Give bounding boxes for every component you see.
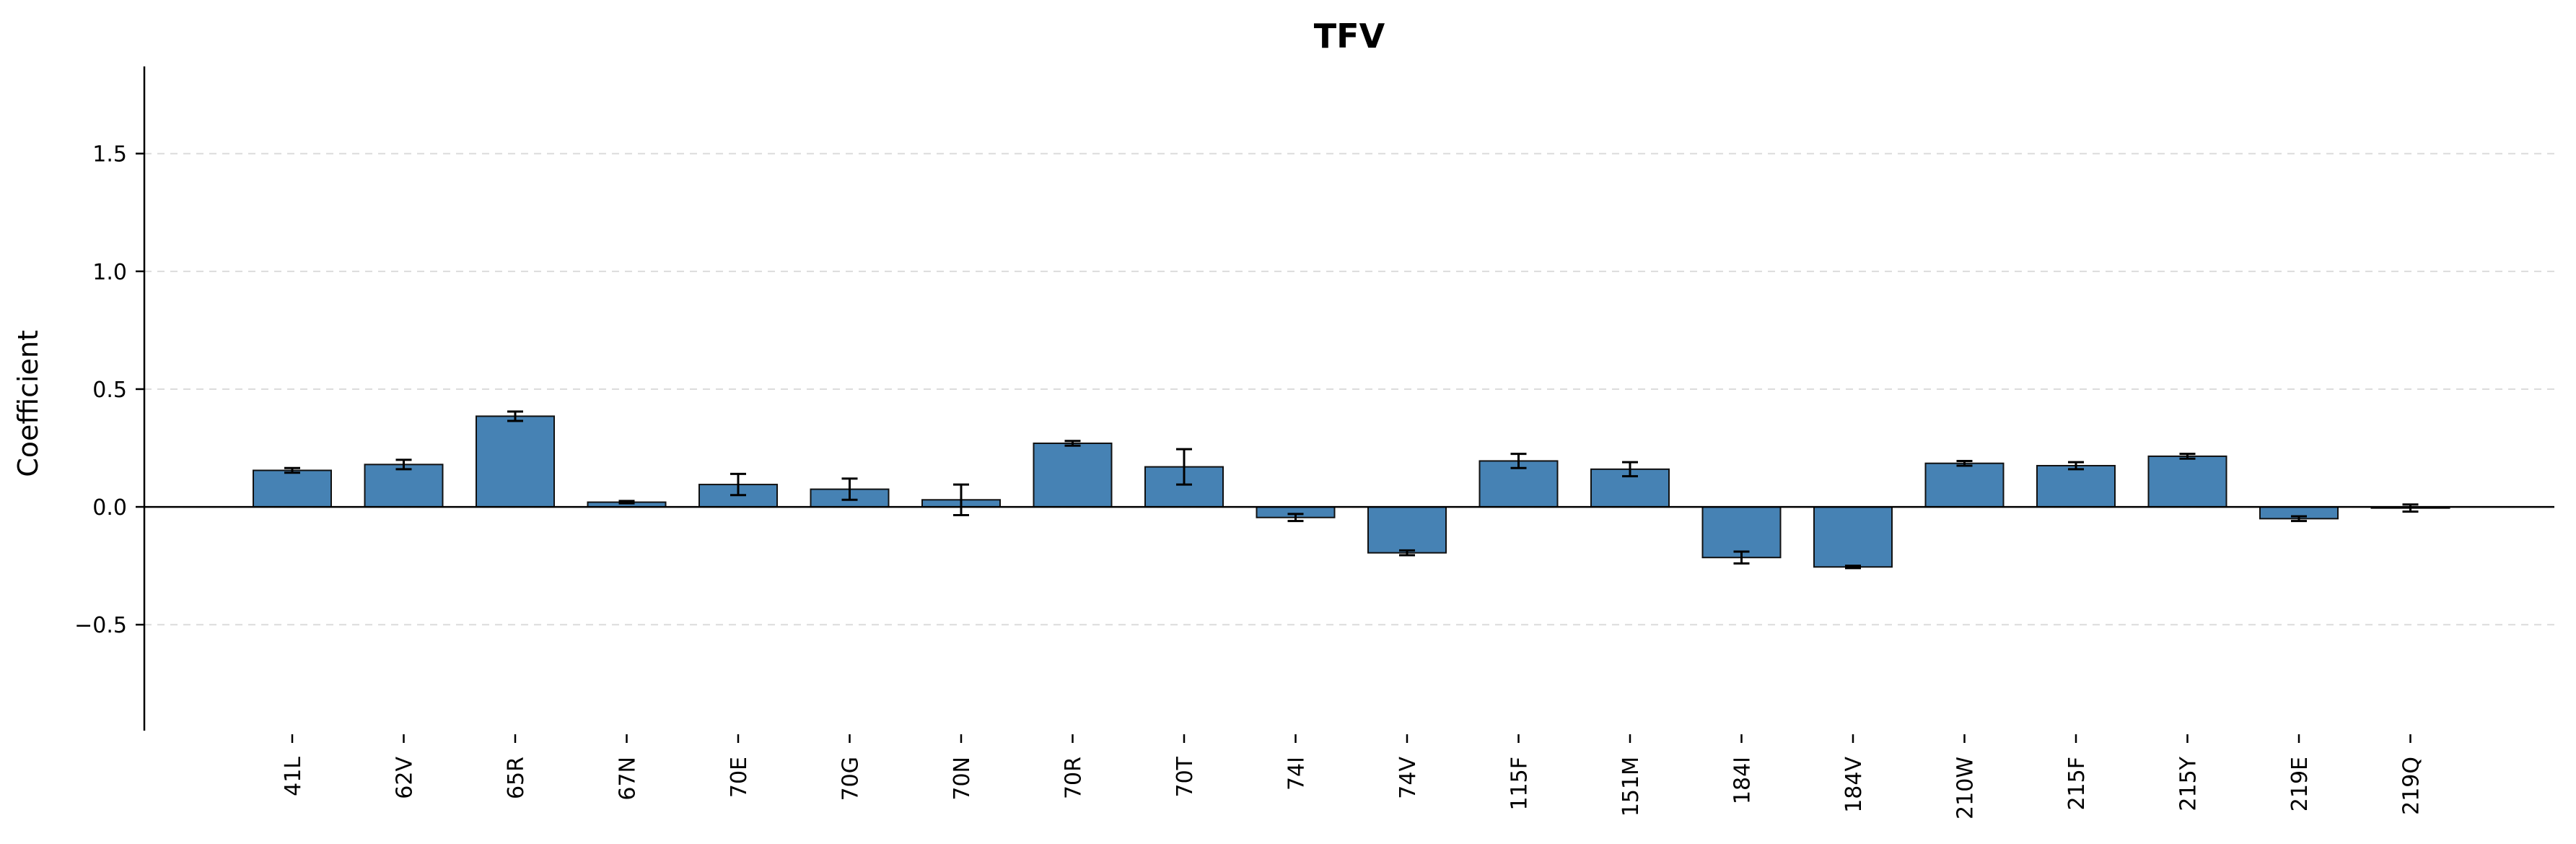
x-tick-label: 62V bbox=[393, 757, 418, 799]
x-tick-label: 115F bbox=[1507, 757, 1533, 811]
error-bar-70R bbox=[1064, 440, 1081, 447]
x-tick-label: 210W bbox=[1953, 757, 1979, 819]
error-bar-184I bbox=[1733, 550, 1750, 565]
error-bar-215Y bbox=[2179, 453, 2196, 460]
y-tick-label: 1.5 bbox=[92, 142, 127, 168]
x-tick-label: 219E bbox=[2287, 757, 2313, 812]
x-tick-label: 184I bbox=[1730, 757, 1756, 804]
error-bar-115F bbox=[1510, 453, 1527, 469]
bar-210W bbox=[1924, 462, 2005, 508]
error-bar-70T bbox=[1176, 448, 1192, 486]
error-bar-210W bbox=[1956, 459, 1973, 467]
error-bar-70E bbox=[730, 472, 746, 497]
y-tick-label: −0.5 bbox=[74, 613, 127, 638]
bar-74V bbox=[1367, 506, 1447, 554]
x-tick-label: 184V bbox=[1841, 757, 1867, 813]
error-bar-74I bbox=[1287, 513, 1304, 523]
y-axis-label: Coefficient bbox=[12, 330, 44, 477]
y-tick-label: 1.0 bbox=[92, 260, 127, 285]
x-ticks: 41L 62V 65R 67N 70E 70G 70N 70R 70T 74I 74V 115F 151… bbox=[281, 734, 2424, 819]
error-bar-184V bbox=[1845, 565, 1861, 570]
x-tick-label: 215F bbox=[2064, 757, 2090, 811]
x-tick-label: 215Y bbox=[2176, 756, 2202, 811]
bar-215Y bbox=[2147, 455, 2227, 508]
x-tick-label: 70G bbox=[838, 757, 864, 801]
error-bar-62V bbox=[395, 458, 412, 471]
bar-70R bbox=[1033, 442, 1113, 508]
error-bar-70N bbox=[953, 483, 969, 516]
error-bar-41L bbox=[284, 466, 300, 474]
error-bar-219E bbox=[2291, 515, 2307, 523]
x-tick-label: 70T bbox=[1173, 756, 1198, 797]
y-ticks: −0.5 0.0 0.5 1.0 1.5 bbox=[74, 142, 144, 638]
gridlines bbox=[144, 152, 2554, 626]
y-tick-label: 0.0 bbox=[92, 495, 127, 521]
bar-65R bbox=[476, 415, 555, 508]
y-tick-label: 0.5 bbox=[92, 378, 127, 403]
error-bars bbox=[284, 410, 2419, 570]
x-tick-label: 151M bbox=[1618, 757, 1644, 817]
chart-title: TFV bbox=[1314, 17, 1385, 56]
bar-41L bbox=[253, 469, 332, 508]
x-tick-label: 70N bbox=[950, 757, 975, 801]
bars bbox=[253, 415, 2450, 568]
x-tick-label: 70E bbox=[727, 757, 752, 798]
error-bar-74V bbox=[1399, 549, 1415, 557]
x-tick-label: 41L bbox=[281, 757, 306, 796]
x-tick-label: 219Q bbox=[2399, 757, 2424, 815]
bar-184V bbox=[1813, 506, 1893, 568]
x-tick-label: 65R bbox=[504, 757, 529, 799]
error-bar-70G bbox=[841, 477, 858, 501]
x-tick-label: 74V bbox=[1396, 757, 1421, 799]
error-bar-65R bbox=[507, 410, 523, 422]
error-bar-151M bbox=[1622, 461, 1638, 478]
x-tick-label: 67N bbox=[615, 757, 641, 801]
error-bar-67N bbox=[618, 500, 635, 505]
x-tick-label: 70R bbox=[1061, 757, 1087, 799]
bar-215F bbox=[2036, 464, 2116, 508]
bar-184I bbox=[1701, 506, 1782, 559]
x-tick-label: 74I bbox=[1284, 757, 1310, 791]
error-bar-215F bbox=[2068, 461, 2084, 471]
bar-62V bbox=[364, 464, 444, 508]
error-bar-219Q bbox=[2402, 503, 2419, 513]
